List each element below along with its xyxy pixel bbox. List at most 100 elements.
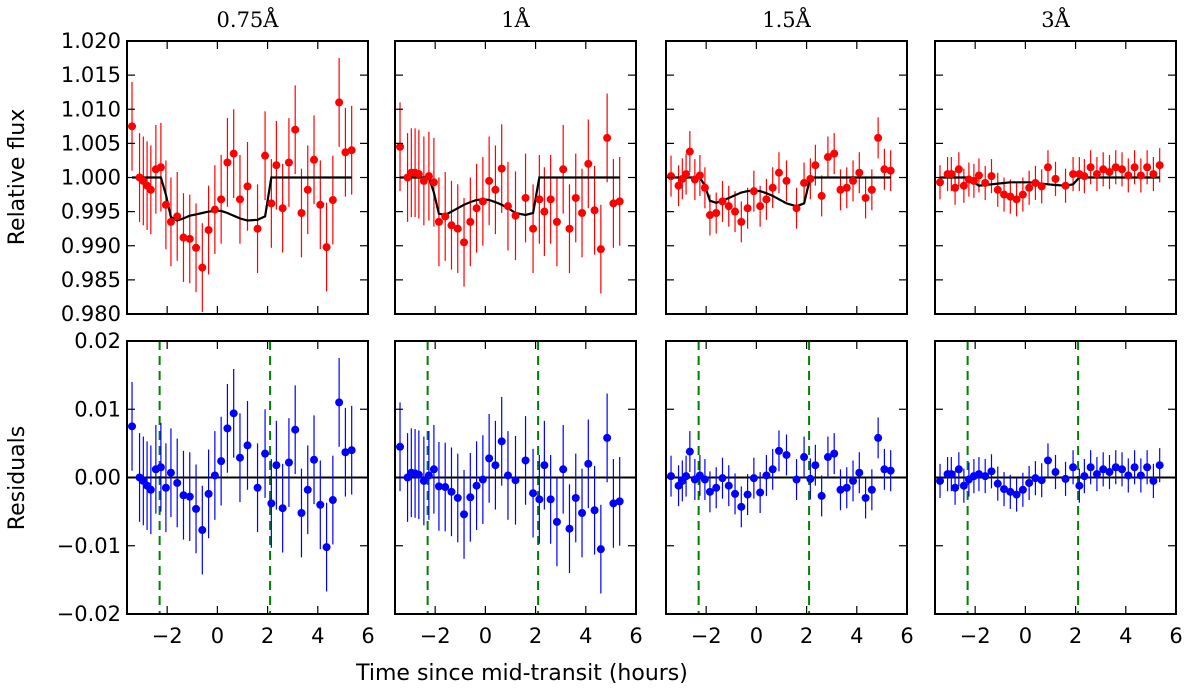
residual-point [987, 467, 996, 476]
residual-point [128, 422, 137, 431]
residual-point [817, 491, 826, 500]
residual-point [529, 489, 538, 498]
x-tick-label: 2 [1069, 624, 1082, 648]
flux-point [880, 165, 889, 174]
panel-title: 0.75Å [217, 7, 280, 32]
flux-point [535, 195, 544, 204]
flux-point [1143, 163, 1152, 172]
flux-point [749, 187, 758, 196]
y-axis-label-top: Relative flux [5, 109, 30, 246]
flux-point [156, 163, 165, 172]
residual-point [792, 475, 801, 484]
residual-point [328, 496, 337, 505]
residual-point [685, 447, 694, 456]
residual-point [830, 449, 839, 458]
residual-point [874, 433, 883, 442]
residual-point [951, 483, 960, 492]
residual-point [712, 483, 721, 492]
residual-point [278, 504, 287, 513]
flux-point [565, 224, 574, 233]
residual-point [1130, 463, 1139, 472]
residual-point [434, 482, 443, 491]
flux-point [1069, 170, 1078, 179]
residual-point [297, 508, 306, 517]
residual-point [210, 471, 219, 480]
y-tick-label: 1.005 [61, 131, 121, 155]
residual-point [737, 502, 746, 511]
residual-point [1018, 485, 1027, 494]
flux-point [1043, 163, 1052, 172]
residual-point [466, 493, 475, 502]
flux-point [1149, 170, 1158, 179]
data-group [935, 341, 1176, 614]
residual-point [718, 474, 727, 483]
flux-point [497, 164, 506, 173]
residual-point [429, 465, 438, 474]
flux-point [297, 208, 306, 217]
flux-point [836, 185, 845, 194]
panel-1-bottom: 0.02 0.01 0.00 −0.01 −0.02 −2 0 2 4 6 [57, 329, 375, 648]
flux-point [737, 217, 746, 226]
flux-point [959, 181, 968, 190]
flux-point [823, 153, 832, 162]
flux-point [578, 208, 587, 217]
flux-point [596, 245, 605, 254]
model-curve [671, 176, 891, 208]
residual-point [615, 497, 624, 506]
y-tick-label: −0.02 [57, 602, 121, 626]
flux-point [284, 158, 293, 167]
residual-point [478, 475, 487, 484]
flux-point [969, 176, 978, 185]
flux-point [584, 159, 593, 168]
flux-point [316, 200, 325, 209]
residual-point [335, 398, 344, 407]
residual-point [185, 492, 194, 501]
y-axis-label-bottom: Residuals [5, 426, 30, 530]
residual-point [584, 459, 593, 468]
flux-point [166, 217, 175, 226]
residual-point [768, 465, 777, 474]
flux-point [1155, 161, 1164, 170]
residual-point [603, 433, 612, 442]
flux-point [1000, 190, 1009, 199]
residual-point [842, 483, 851, 492]
residual-point [267, 499, 276, 508]
residual-point [341, 448, 350, 457]
flux-point [341, 148, 350, 157]
residual-point [1025, 478, 1034, 487]
residual-point [886, 466, 895, 475]
panel-1-top: 1.020 1.015 1.010 1.005 1.000 0.995 0.990 0.985… [61, 7, 369, 326]
flux-point [855, 168, 864, 177]
flux-point [774, 168, 783, 177]
panel-3-bottom: −2 0 2 4 6 [665, 340, 914, 648]
flux-point [743, 204, 752, 213]
residual-point [836, 485, 845, 494]
residual-point [861, 493, 870, 502]
panel-3-top: 1.5Å [665, 7, 908, 315]
residual-point [303, 485, 312, 494]
flux-point [1086, 163, 1095, 172]
residual-point [1136, 471, 1145, 480]
residual-point [503, 471, 512, 480]
flux-point [762, 195, 771, 204]
flux-point [1012, 195, 1021, 204]
flux-point [951, 183, 960, 192]
flux-point [229, 149, 238, 158]
flux-point [1092, 170, 1101, 179]
residual-point [1069, 463, 1078, 472]
flux-point [253, 224, 262, 233]
flux-point [161, 200, 170, 209]
y-tick-label: 0.995 [61, 200, 121, 224]
flux-point [603, 133, 612, 142]
y-tick-label: 1.010 [61, 97, 121, 121]
residual-point [571, 493, 580, 502]
y-tick-label: 0.990 [61, 234, 121, 258]
y-tick-label: −0.01 [57, 534, 121, 558]
residual-point [880, 465, 889, 474]
flux-point [223, 158, 232, 167]
residual-point [1006, 487, 1015, 496]
flux-point [552, 217, 561, 226]
flux-point [243, 182, 252, 191]
flux-point [1136, 171, 1145, 180]
